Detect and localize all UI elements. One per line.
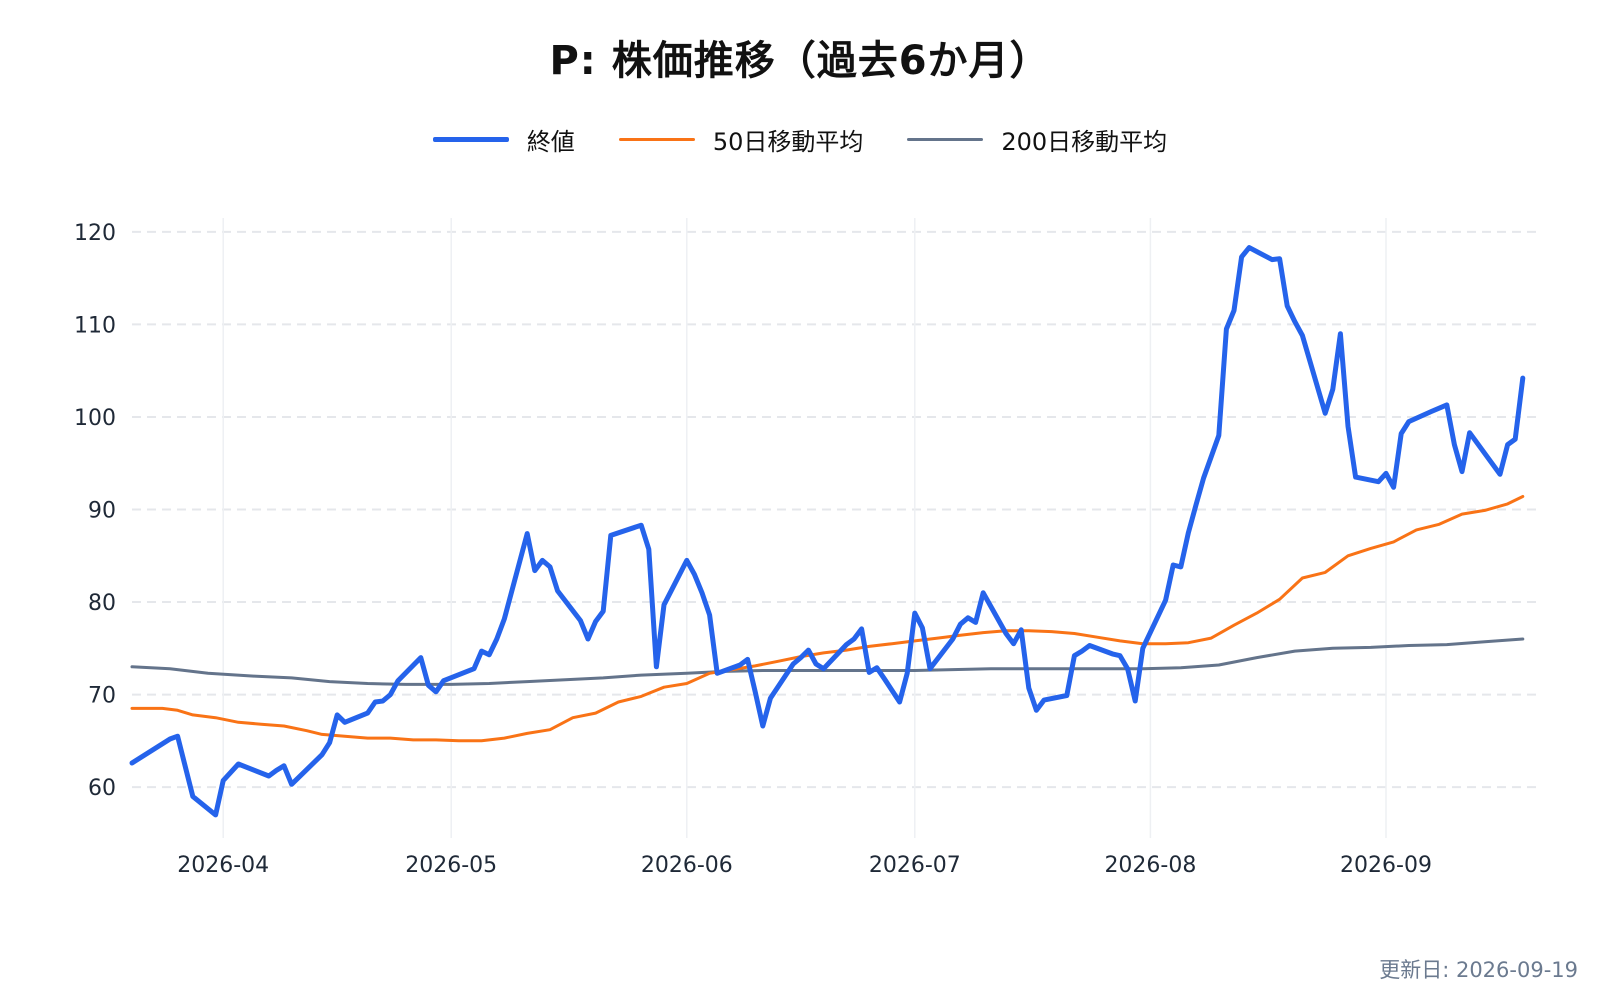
y-tick-label: 120 xyxy=(74,221,116,246)
x-tick-label: 2026-08 xyxy=(1104,853,1196,878)
close-price-line xyxy=(129,245,1526,818)
series-lines xyxy=(129,245,1526,818)
chart-title: P: 株価推移（過去6か月） xyxy=(549,38,1051,84)
legend-swatch-close xyxy=(432,137,509,142)
legend-item-close[interactable]: 終値 xyxy=(432,122,575,157)
chart-grid xyxy=(132,218,1538,838)
x-axis: 2026-04 2026-05 2026-06 2026-07 2026-08 2026-… xyxy=(177,853,1432,878)
legend-label-ma200: 200日移動平均 xyxy=(1001,128,1168,156)
legend-label-close: 終値 xyxy=(526,128,575,156)
legend-swatch-ma200 xyxy=(907,138,984,141)
y-tick-label: 110 xyxy=(74,313,116,338)
y-axis: 60 70 80 90 100 110 120 xyxy=(74,221,116,801)
y-tick-label: 90 xyxy=(88,498,116,523)
x-tick-label: 2026-07 xyxy=(869,853,961,878)
x-tick-label: 2026-09 xyxy=(1340,853,1432,878)
chart-legend: 終値 50日移動平均 200日移動平均 xyxy=(0,122,1600,157)
ma200-line xyxy=(130,637,1525,686)
y-tick-label: 100 xyxy=(74,406,116,431)
legend-label-ma50: 50日移動平均 xyxy=(712,128,864,156)
y-tick-label: 80 xyxy=(88,591,116,616)
ma50-line xyxy=(130,495,1525,743)
legend-item-ma200[interactable]: 200日移動平均 xyxy=(907,122,1167,157)
legend-swatch-ma50 xyxy=(618,138,695,141)
x-tick-label: 2026-04 xyxy=(177,853,269,878)
x-tick-label: 2026-06 xyxy=(641,853,733,878)
x-tick-label: 2026-05 xyxy=(405,853,497,878)
y-tick-label: 70 xyxy=(88,684,116,709)
legend-item-ma50[interactable]: 50日移動平均 xyxy=(618,122,864,157)
updated-date: 更新日: 2026-09-19 xyxy=(1379,958,1578,982)
y-tick-label: 60 xyxy=(88,776,116,801)
